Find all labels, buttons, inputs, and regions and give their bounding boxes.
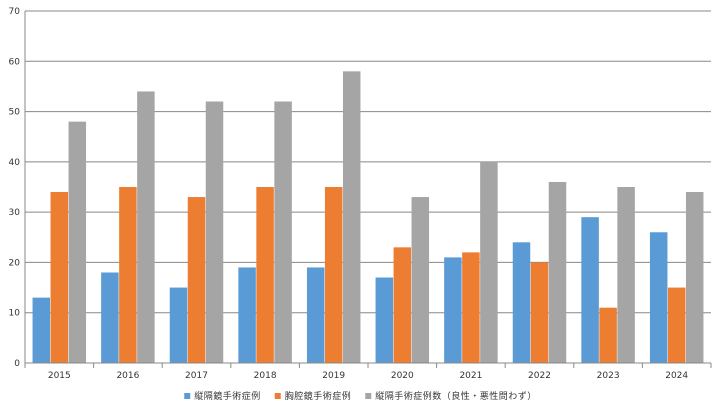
bar-3-2016 [137, 91, 155, 363]
bar-3-2018 [274, 101, 292, 363]
x-tick-label: 2023 [597, 371, 620, 381]
legend: 縦隔鏡手術症例 胸腔鏡手術症例 縦隔手術症例数（良性・悪性問わず） [184, 390, 537, 402]
bar-2-2016 [119, 187, 137, 363]
y-tick-label: 50 [9, 108, 21, 118]
x-tick-label: 2021 [459, 371, 482, 381]
bar-1-2017 [169, 287, 188, 363]
bar-1-2015 [32, 297, 51, 363]
legend-swatch [184, 393, 191, 399]
bar-1-2019 [306, 267, 325, 363]
legend-label: 縦隔鏡手術症例 [194, 390, 261, 402]
x-tick-label: 2022 [528, 371, 551, 381]
y-tick-label: 70 [9, 7, 21, 17]
bar-2-2023 [599, 307, 617, 363]
bar-2-2020 [393, 247, 412, 363]
bar-2-2024 [667, 287, 686, 363]
bar-3-2024 [685, 192, 704, 363]
y-tick-label: 0 [14, 359, 20, 369]
legend-item: 縦隔鏡手術症例 [184, 390, 261, 402]
bar-2-2021 [462, 252, 480, 363]
axes [24, 11, 712, 368]
y-tick-label: 20 [9, 258, 21, 268]
bar-2-2019 [324, 187, 343, 363]
y-tick-label: 60 [9, 57, 21, 67]
legend-swatch [274, 393, 281, 399]
bar-3-2021 [480, 161, 498, 363]
bar-1-2018 [238, 267, 256, 363]
y-tick-label: 10 [9, 309, 21, 319]
legend-swatch [365, 393, 372, 399]
x-tick-label: 2024 [665, 371, 688, 381]
bar-1-2024 [649, 232, 668, 363]
legend-item: 縦隔手術症例数（良性・悪性問わず） [365, 390, 537, 402]
bar-3-2020 [411, 197, 430, 363]
bar-1-2016 [101, 272, 119, 363]
legend-label: 縦隔手術症例数（良性・悪性問わず） [375, 390, 537, 402]
bar-3-2017 [205, 101, 224, 363]
bar-2-2017 [187, 197, 206, 363]
legend-label: 胸腔鏡手術症例 [285, 390, 352, 402]
bar-3-2015 [68, 121, 87, 363]
x-tick-label: 2017 [185, 371, 208, 381]
x-tick-label: 2016 [116, 371, 139, 381]
x-tick-label: 2015 [48, 371, 71, 381]
tick-labels: 0 10 20 30 40 50 60 70 2015 2016 2017 2018 2019 2020 2… [9, 7, 689, 381]
x-tick-label: 2018 [254, 371, 277, 381]
legend-item: 胸腔鏡手術症例 [274, 390, 352, 402]
bar-1-2022 [512, 242, 531, 363]
bar-3-2022 [548, 181, 567, 363]
bar-1-2023 [581, 217, 599, 363]
y-tick-label: 40 [9, 158, 21, 168]
bar-2-2018 [256, 187, 274, 363]
bar-3-2019 [342, 71, 361, 363]
y-tick-label: 30 [9, 208, 21, 218]
bar-2-2015 [50, 192, 69, 363]
x-tick-label: 2019 [322, 371, 345, 381]
x-tick-label: 2020 [391, 371, 414, 381]
bars [32, 71, 704, 363]
bar-1-2020 [375, 277, 394, 363]
bar-2-2022 [530, 262, 549, 363]
bar-1-2021 [444, 257, 462, 363]
bar-3-2023 [617, 187, 635, 363]
